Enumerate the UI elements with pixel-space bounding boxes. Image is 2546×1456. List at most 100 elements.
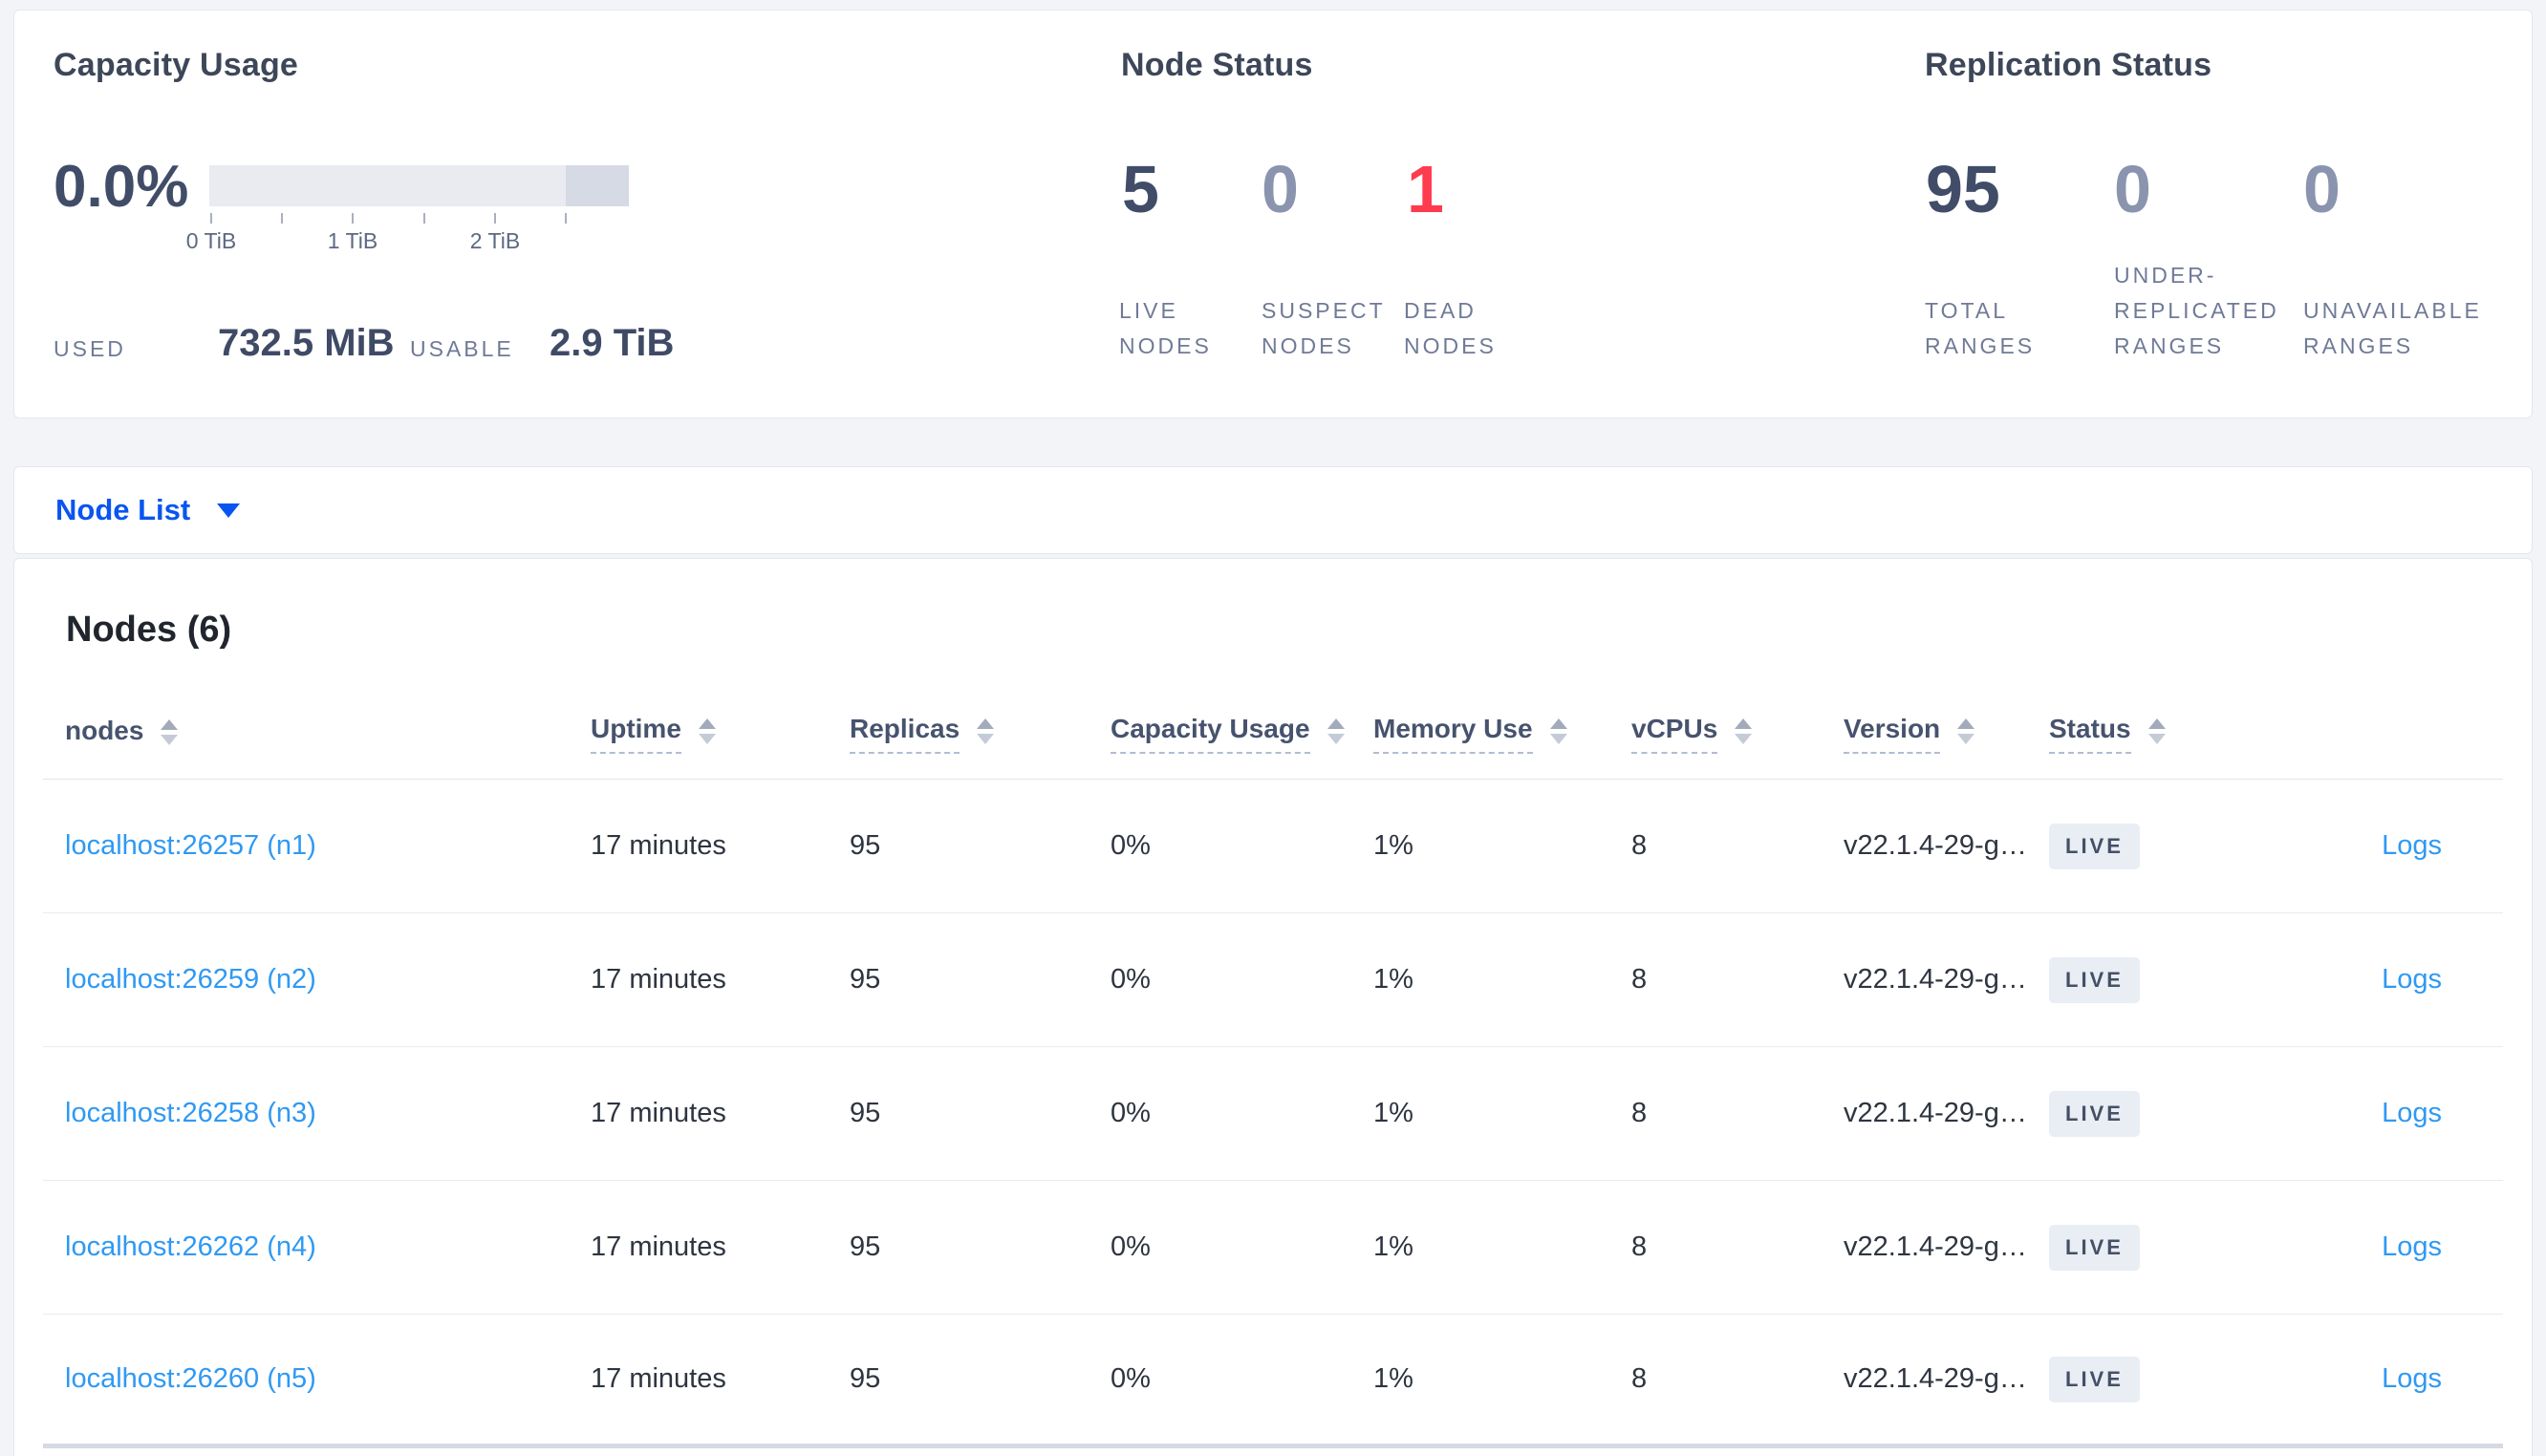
axis-tick-label: 0 TiB — [185, 228, 237, 253]
uptime-cell: 17 minutes — [591, 964, 726, 995]
status-badge: LIVE — [2049, 956, 2140, 1003]
usable-label: USABLE — [410, 336, 514, 361]
vcpus-cell: 8 — [1631, 1363, 1648, 1394]
node-status-title: Node Status — [1121, 47, 1313, 83]
logs-link[interactable]: Logs — [2382, 1231, 2442, 1262]
replication-status-title: Replication Status — [1925, 47, 2212, 83]
table-row: localhost:26259 (n2) 17 minutes 95 0% 1%… — [43, 913, 2503, 1047]
sort-icon[interactable] — [161, 718, 179, 745]
memory-use-cell: 1% — [1373, 964, 1413, 995]
capacity-usage-cell: 0% — [1111, 1231, 1151, 1262]
dead-nodes-label: DEAD NODES — [1404, 298, 1497, 358]
capacity-usage-cell: 0% — [1111, 830, 1151, 861]
capacity-bar-other-segment — [566, 165, 629, 206]
node-link[interactable]: localhost:26257 (n1) — [65, 830, 316, 861]
axis-tick — [423, 213, 425, 224]
column-header-uptime[interactable]: Uptime — [591, 714, 850, 754]
logs-link[interactable]: Logs — [2382, 1363, 2442, 1394]
status-badge: LIVE — [2049, 823, 2140, 869]
column-header-nodes[interactable]: nodes — [65, 716, 591, 754]
sort-icon[interactable] — [1957, 717, 1975, 744]
sort-icon[interactable] — [1735, 717, 1753, 744]
capacity-usage-cell: 0% — [1111, 964, 1151, 995]
usable-value: 2.9 TiB — [550, 322, 675, 364]
axis-tick — [565, 213, 567, 224]
replicas-cell: 95 — [850, 964, 881, 995]
used-value: 732.5 MiB — [218, 322, 395, 364]
uptime-cell: 17 minutes — [591, 1363, 726, 1394]
logs-link[interactable]: Logs — [2382, 1098, 2442, 1128]
axis-tick-label: 2 TiB — [469, 228, 521, 253]
nodes-section-title: Nodes (6) — [66, 610, 232, 650]
sort-icon[interactable] — [2147, 717, 2166, 744]
column-header-replicas[interactable]: Replicas — [850, 714, 1111, 754]
view-selector-dropdown[interactable]: Node List — [55, 493, 191, 526]
under-replicated-ranges-label: UNDER-REPLICATED RANGES — [2114, 263, 2279, 358]
vcpus-cell: 8 — [1631, 1098, 1648, 1128]
dead-nodes-count: 1 — [1407, 152, 1444, 226]
node-link[interactable]: localhost:26262 (n4) — [65, 1231, 316, 1262]
uptime-cell: 17 minutes — [591, 1231, 726, 1262]
uptime-cell: 17 minutes — [591, 830, 726, 861]
chevron-down-icon[interactable] — [217, 503, 241, 518]
replicas-cell: 95 — [850, 1098, 881, 1128]
column-header-memory-use[interactable]: Memory Use — [1373, 714, 1631, 754]
column-header-vcpus[interactable]: vCPUs — [1631, 714, 1844, 754]
table-row: localhost:26262 (n4) 17 minutes 95 0% 1%… — [43, 1181, 2503, 1315]
column-header-capacity-usage[interactable]: Capacity Usage — [1111, 714, 1373, 754]
replicas-cell: 95 — [850, 1231, 881, 1262]
sort-icon[interactable] — [1327, 717, 1345, 744]
capacity-used-percent: 0.0% — [54, 154, 189, 220]
status-badge: LIVE — [2049, 1356, 2140, 1402]
column-header-status[interactable]: Status — [2049, 714, 2278, 754]
memory-use-cell: 1% — [1373, 1231, 1413, 1262]
vcpus-cell: 8 — [1631, 964, 1648, 995]
node-link[interactable]: localhost:26258 (n3) — [65, 1098, 316, 1128]
nodes-table: nodes Uptime Replicas Capacity Usage Mem… — [43, 653, 2503, 1448]
node-link[interactable]: localhost:26259 (n2) — [65, 964, 316, 995]
memory-use-cell: 1% — [1373, 830, 1413, 861]
nodes-table-card: Nodes (6) nodes Uptime Replicas Capacity… — [13, 558, 2533, 1456]
replicas-cell: 95 — [850, 1363, 881, 1394]
logs-link[interactable]: Logs — [2382, 830, 2442, 861]
sort-icon[interactable] — [1549, 717, 1567, 744]
sort-icon[interactable] — [977, 717, 995, 744]
memory-use-cell: 1% — [1373, 1363, 1413, 1394]
table-row: localhost:26257 (n1) 17 minutes 95 0% 1%… — [43, 780, 2503, 913]
capacity-bar-free-segment — [209, 165, 566, 206]
axis-tick — [210, 213, 212, 224]
unavailable-ranges-label: UNAVAILABLE RANGES — [2303, 298, 2482, 358]
version-cell: v22.1.4-29-g… — [1844, 830, 2027, 861]
memory-use-cell: 1% — [1373, 1098, 1413, 1128]
capacity-usage-bar — [209, 165, 629, 206]
capacity-usage-title: Capacity Usage — [54, 47, 299, 83]
uptime-cell: 17 minutes — [591, 1098, 726, 1128]
sort-icon[interactable] — [698, 717, 716, 744]
table-row: localhost:26258 (n3) 17 minutes 95 0% 1%… — [43, 1047, 2503, 1181]
version-cell: v22.1.4-29-g… — [1844, 1231, 2027, 1262]
live-nodes-label: LIVE NODES — [1119, 298, 1212, 358]
column-header-version[interactable]: Version — [1844, 714, 2049, 754]
logs-link[interactable]: Logs — [2382, 964, 2442, 995]
used-label: USED — [54, 336, 126, 361]
vcpus-cell: 8 — [1631, 1231, 1648, 1262]
status-badge: LIVE — [2049, 1090, 2140, 1137]
replicas-cell: 95 — [850, 830, 881, 861]
axis-tick-label: 1 TiB — [327, 228, 378, 253]
table-header-row: nodes Uptime Replicas Capacity Usage Mem… — [43, 653, 2503, 780]
suspect-nodes-count: 0 — [1262, 152, 1299, 226]
unavailable-ranges-count: 0 — [2303, 152, 2341, 226]
capacity-usage-cell: 0% — [1111, 1098, 1151, 1128]
node-link[interactable]: localhost:26260 (n5) — [65, 1363, 316, 1394]
axis-tick — [352, 213, 354, 224]
under-replicated-ranges-count: 0 — [2114, 152, 2151, 226]
table-row: localhost:26260 (n5) 17 minutes 95 0% 1%… — [43, 1315, 2503, 1448]
axis-tick — [494, 213, 496, 224]
vcpus-cell: 8 — [1631, 830, 1648, 861]
version-cell: v22.1.4-29-g… — [1844, 964, 2027, 995]
total-ranges-label: TOTAL RANGES — [1925, 298, 2036, 358]
version-cell: v22.1.4-29-g… — [1844, 1363, 2027, 1394]
version-cell: v22.1.4-29-g… — [1844, 1098, 2027, 1128]
suspect-nodes-label: SUSPECT NODES — [1262, 298, 1386, 358]
axis-tick — [281, 213, 283, 224]
